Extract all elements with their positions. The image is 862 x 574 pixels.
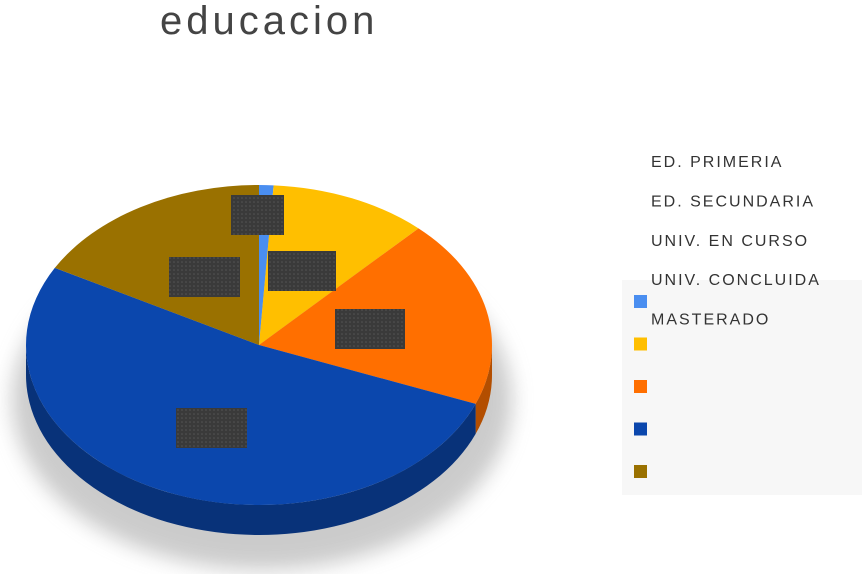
pie-slice bbox=[259, 185, 419, 345]
label-box bbox=[169, 257, 240, 297]
label-box bbox=[231, 195, 284, 235]
data-label-boxes bbox=[169, 195, 405, 448]
pie-slice bbox=[54, 185, 260, 345]
pie-side bbox=[475, 345, 492, 434]
legend-label: ED. PRIMERIA bbox=[651, 154, 783, 171]
pie-side bbox=[26, 345, 476, 536]
legend-swatch bbox=[634, 337, 647, 351]
legend-label: ED. SECUNDARIA bbox=[651, 194, 815, 211]
chart-title: educacion bbox=[160, 0, 378, 43]
label-box bbox=[268, 251, 336, 291]
pie bbox=[26, 185, 493, 536]
legend-swatch bbox=[634, 422, 647, 436]
legend-swatch bbox=[634, 295, 647, 308]
legend-swatch bbox=[634, 380, 647, 393]
legend-swatch bbox=[634, 465, 647, 478]
label-box bbox=[176, 408, 247, 448]
legend-label: UNIV. CONCLUIDA bbox=[651, 272, 821, 289]
legend-label: MASTERADO bbox=[651, 311, 770, 328]
pie-slice bbox=[26, 267, 476, 506]
legend-label: UNIV. EN CURSO bbox=[651, 233, 809, 250]
label-box bbox=[335, 309, 405, 349]
legend-background bbox=[622, 280, 862, 495]
